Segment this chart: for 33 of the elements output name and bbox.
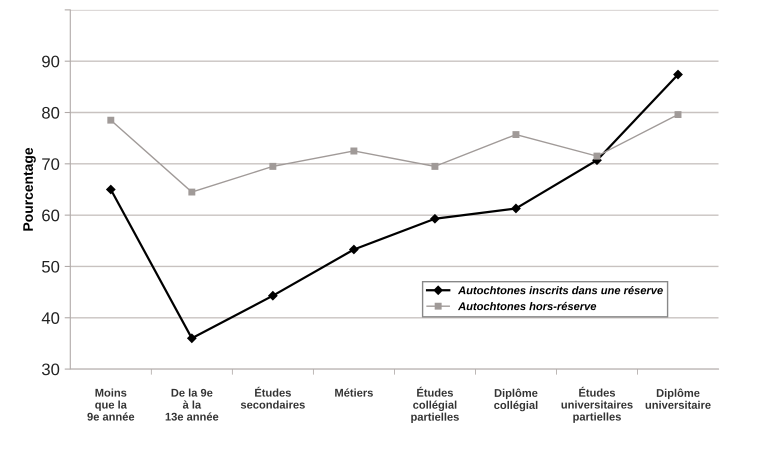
point — [512, 131, 520, 138]
y-axis-title: Pourcentage — [23, 148, 36, 231]
y-tick-label: 80 — [42, 106, 60, 119]
point — [673, 70, 683, 80]
x-tick-label: Études universitaires partielles — [562, 386, 633, 423]
y-tick-label: 40 — [42, 312, 60, 324]
legend-label: Autochtones inscrits dans une réserve — [458, 286, 663, 294]
point — [187, 334, 196, 343]
point — [594, 152, 600, 160]
x-tick-label: Diplôme universitaire — [646, 388, 711, 409]
x-tick-label: Études collégial partielles — [411, 386, 459, 423]
x-tick-label: Études secondaires — [240, 386, 305, 409]
point — [107, 116, 114, 124]
x-tick-label: Métiers — [335, 388, 373, 397]
y-tick-label: 30 — [42, 363, 60, 376]
point — [106, 184, 116, 194]
x-tick-label: Moins que la 9e année — [87, 388, 134, 421]
x-tick-label: Diplôme collégial — [494, 388, 538, 412]
point — [269, 162, 276, 170]
legend-label: Autochtones hors-réserve — [458, 302, 596, 310]
y-tick-label: 90 — [42, 56, 60, 68]
point — [268, 291, 278, 300]
point — [674, 111, 682, 118]
y-tick-label: 70 — [42, 158, 60, 170]
point — [349, 244, 359, 254]
point — [350, 148, 358, 154]
point — [188, 188, 196, 196]
point — [430, 214, 440, 224]
y-tick-label: 50 — [42, 260, 60, 273]
y-tick-label: 60 — [42, 210, 60, 222]
x-tick-label: De la 9e à la 13e année — [166, 388, 218, 421]
point — [431, 162, 438, 170]
point — [511, 204, 521, 214]
